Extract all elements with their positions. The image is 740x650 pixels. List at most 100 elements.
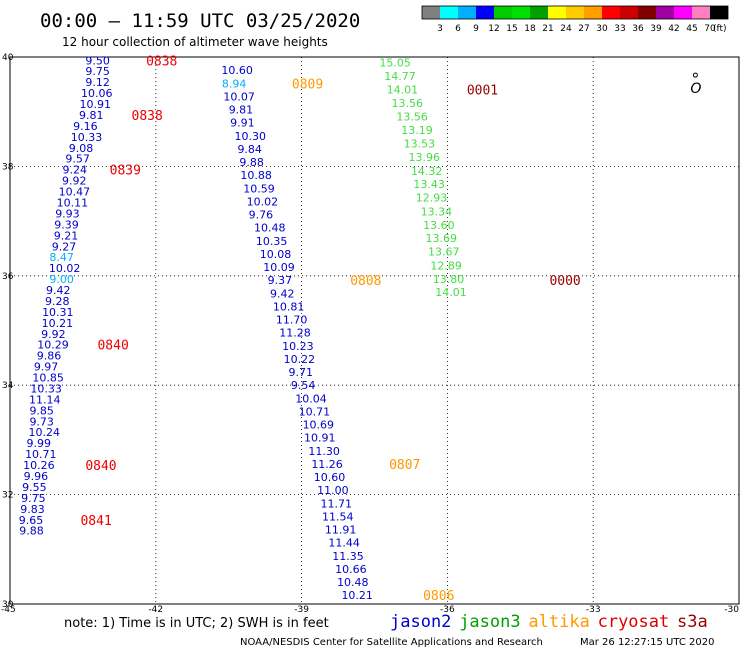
- wave-height-value: 10.35: [256, 235, 288, 248]
- wave-height-value: 9.92: [41, 328, 66, 341]
- wave-height-value: 9.81: [229, 104, 254, 117]
- pass-time-label: 0838: [132, 109, 163, 124]
- wave-height-value: 10.85: [32, 372, 64, 385]
- wave-height-value: 10.02: [49, 262, 81, 275]
- colorbar-label: 27: [578, 24, 589, 34]
- y-tick-label: 36: [2, 272, 14, 282]
- wave-height-value: 10.06: [81, 87, 113, 100]
- wave-height-value: 10.71: [299, 405, 331, 418]
- wave-height-value: 9.93: [55, 207, 80, 220]
- wave-height-value: 9.55: [22, 481, 47, 494]
- wave-height-value: 10.59: [243, 182, 275, 195]
- colorbar-swatch: [440, 6, 458, 19]
- wave-height-value: 9.50: [85, 54, 110, 67]
- y-tick-label: 34: [2, 381, 14, 391]
- map-marker: O: [690, 81, 701, 97]
- colorbar-swatch: [566, 6, 584, 19]
- pass-time-label: 0808: [350, 274, 381, 289]
- colorbar-swatch: [602, 6, 620, 19]
- colorbar-swatch: [458, 6, 476, 19]
- wave-height-value: 10.23: [282, 340, 314, 353]
- wave-height-value: 13.43: [413, 178, 445, 191]
- wave-height-value: 8.47: [49, 251, 73, 264]
- wave-height-value: 13.19: [401, 124, 433, 137]
- wave-height-value: 10.07: [223, 90, 255, 103]
- wave-height-value: 9.37: [268, 274, 293, 287]
- wave-height-value: 15.05: [379, 56, 411, 69]
- wave-height-value: 9.42: [46, 284, 71, 297]
- colorbar-label: 33: [614, 24, 625, 34]
- wave-height-value: 9.39: [54, 218, 78, 231]
- wave-height-value: 11.30: [308, 445, 340, 458]
- wave-height-value: 13.34: [421, 205, 453, 218]
- wave-height-value: 9.42: [270, 287, 295, 300]
- wave-height-value: 9.84: [237, 143, 262, 156]
- wave-height-value: 10.02: [247, 195, 279, 208]
- wave-height-value: 10.91: [304, 432, 336, 445]
- wave-height-value: 10.66: [335, 563, 367, 576]
- colorbar-swatch: [656, 6, 674, 19]
- page-title: 00:00 – 11:59 UTC 03/25/2020: [40, 10, 360, 32]
- wave-height-value: 8.94: [222, 77, 247, 90]
- wave-height-value: 9.65: [19, 514, 44, 527]
- wave-height-value: 10.30: [235, 130, 266, 143]
- x-tick-label: -42: [148, 605, 163, 615]
- wave-height-value: 10.69: [303, 419, 335, 432]
- wave-height-value: 10.04: [295, 392, 327, 405]
- colorbar-label: 45: [686, 24, 697, 34]
- pass-time-label: 0807: [389, 458, 420, 473]
- axis-ticks: -45 -42 -39 -36 -33 -30 40 38 36 34 32 30: [1, 53, 739, 615]
- colorbar-swatch: [476, 6, 494, 19]
- wave-height-value: 9.16: [73, 120, 98, 133]
- pass-time-label: 0841: [80, 514, 111, 529]
- wave-height-value: 13.67: [428, 246, 460, 259]
- wave-height-value: 10.91: [79, 98, 111, 111]
- pass-time-label: 0840: [97, 339, 128, 354]
- wave-height-value: 9.91: [230, 117, 255, 130]
- y-tick-label: 32: [2, 491, 13, 501]
- marker-layer: O: [690, 72, 701, 97]
- pass-time-label: 0839: [110, 164, 141, 179]
- legend-jason2: jason2: [390, 612, 451, 632]
- map-marker-dot: [692, 72, 698, 78]
- map-grid: [10, 57, 739, 604]
- wave-height-value: 9.85: [29, 404, 54, 417]
- x-tick-label: -45: [1, 605, 16, 615]
- wave-height-value: 9.99: [27, 437, 52, 450]
- wave-height-value: 10.29: [37, 339, 69, 352]
- wave-height-value: 9.86: [37, 350, 62, 363]
- wave-height-value: 13.56: [392, 97, 424, 110]
- colorbar: 3 6 9 12 15 18 21 24 27 30 33 36 39 42 45 70(ft): [421, 5, 729, 34]
- wave-height-value: 9.75: [85, 65, 110, 78]
- wave-height-value: 9.54: [291, 379, 316, 392]
- colorbar-label: 3: [437, 24, 443, 34]
- colorbar-label: 6: [455, 24, 461, 34]
- colorbar-unit: (ft): [713, 24, 727, 34]
- colorbar-label: 18: [524, 24, 536, 34]
- wave-height-value: 10.09: [263, 261, 295, 274]
- wave-height-value: 11.70: [276, 314, 308, 327]
- y-tick-label: 38: [2, 162, 14, 172]
- wave-height-value: 9.76: [249, 209, 274, 222]
- colorbar-frame: [421, 5, 729, 20]
- wave-height-value: 11.00: [317, 484, 349, 497]
- wave-height-value: 10.60: [314, 471, 346, 484]
- wave-height-value: 10.47: [59, 186, 91, 199]
- wave-height-value: 9.81: [79, 109, 104, 122]
- colorbar-label: 24: [560, 24, 572, 34]
- pass-time-label: 0838: [146, 54, 177, 69]
- footer-timestamp: Mar 26 12:27:15 UTC 2020: [580, 637, 715, 648]
- wave-height-value: 9.75: [21, 492, 46, 505]
- colorbar-label: 36: [632, 24, 644, 34]
- wave-height-value: 9.73: [29, 415, 54, 428]
- wave-height-value: 10.24: [28, 426, 60, 439]
- colorbar-swatch: [584, 6, 602, 19]
- wave-height-value: 9.12: [85, 76, 110, 89]
- colorbar-swatch: [692, 6, 710, 19]
- colorbar-swatch: [530, 6, 548, 19]
- wave-height-value: 13.53: [404, 137, 436, 150]
- wave-height-value: 11.91: [325, 524, 357, 537]
- wave-height-value: 10.48: [337, 576, 369, 589]
- wave-height-value: 9.97: [34, 361, 59, 374]
